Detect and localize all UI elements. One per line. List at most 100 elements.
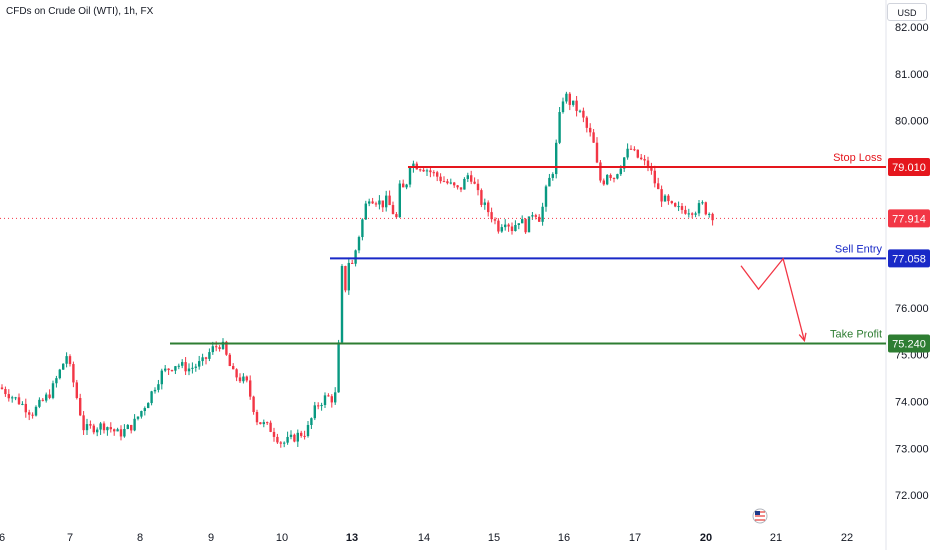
- candle-body: [500, 227, 503, 232]
- candle-body: [589, 127, 592, 133]
- candle-body: [252, 396, 255, 413]
- candle-body: [177, 365, 180, 367]
- candle-body: [48, 394, 51, 398]
- candle-body: [7, 394, 10, 399]
- candle-body: [306, 424, 310, 437]
- candle-body: [432, 172, 435, 174]
- y-tick-label: 74.000: [895, 397, 929, 409]
- x-tick-label: 14: [418, 532, 430, 544]
- candle-body: [330, 396, 333, 403]
- candle-body: [126, 424, 129, 429]
- candle-body: [347, 262, 350, 291]
- candle-body: [283, 442, 286, 444]
- candle-body: [374, 203, 378, 205]
- candle-body: [147, 403, 150, 409]
- candle-body: [670, 201, 673, 204]
- candle-body: [221, 341, 225, 349]
- candle-body: [116, 429, 119, 432]
- candle-body: [456, 185, 459, 188]
- level-price-tag-text: 75.240: [892, 338, 926, 350]
- candle-body: [473, 181, 476, 184]
- candle-body: [34, 406, 38, 416]
- candle-body: [544, 186, 548, 207]
- candle-body: [476, 183, 480, 191]
- candle-body: [11, 397, 14, 399]
- candle-body: [38, 399, 41, 407]
- candle-body: [79, 397, 82, 416]
- candle-body: [289, 434, 293, 437]
- candle-body: [150, 391, 153, 404]
- candle-body: [402, 183, 405, 188]
- candle-body: [708, 213, 711, 215]
- candle-body: [599, 162, 602, 181]
- candle-body: [419, 169, 422, 171]
- candle-body: [208, 352, 211, 359]
- level-label: Take Profit: [830, 328, 882, 340]
- x-tick-label: 21: [770, 532, 782, 544]
- candle-body: [510, 226, 514, 232]
- candle-body: [606, 174, 609, 185]
- candle-body: [619, 168, 622, 175]
- candle-body: [551, 174, 554, 178]
- candle-body: [558, 112, 561, 143]
- level-price-tag: [888, 334, 930, 353]
- candle-body: [323, 395, 327, 405]
- candle-body: [96, 429, 99, 433]
- candle-body: [72, 364, 75, 383]
- candle-body: [493, 219, 497, 221]
- candle-body: [368, 201, 371, 204]
- y-tick-label: 72.000: [895, 490, 929, 502]
- candle-body: [313, 405, 316, 419]
- candle-body: [592, 132, 595, 143]
- candle-body: [453, 182, 456, 186]
- candle-body: [629, 148, 633, 150]
- candle-body: [320, 404, 323, 407]
- candle-body: [113, 429, 116, 432]
- candle-body: [201, 357, 204, 362]
- candle-body: [425, 170, 429, 172]
- candle-body: [354, 250, 357, 264]
- candle-body: [643, 159, 646, 161]
- candle-body: [14, 397, 17, 399]
- candle-body: [490, 212, 493, 220]
- level-price-tag-text: 79.010: [892, 162, 926, 174]
- candle-body: [459, 187, 463, 190]
- x-tick-label: 10: [276, 532, 288, 544]
- candle-body: [378, 200, 381, 205]
- candle-body: [228, 354, 231, 366]
- candle-body: [578, 110, 582, 112]
- candle-body: [198, 361, 201, 367]
- candle-body: [136, 416, 140, 419]
- candle-body: [507, 224, 510, 227]
- candle-body: [337, 342, 340, 393]
- candle-body: [555, 142, 558, 175]
- candle-body: [568, 93, 571, 105]
- candle-body: [58, 369, 61, 379]
- candle-body: [680, 206, 684, 210]
- candle-body: [181, 362, 184, 366]
- candle-body: [286, 436, 289, 443]
- candle-body: [412, 163, 415, 168]
- candle-body: [381, 200, 384, 208]
- candle-body: [21, 403, 24, 405]
- candle-body: [561, 101, 565, 113]
- candle-body: [344, 266, 347, 291]
- candle-body: [541, 206, 544, 222]
- candle-body: [538, 216, 541, 222]
- level-price-tag-text: 77.058: [892, 253, 926, 265]
- last-price-tag: [888, 209, 930, 228]
- candle-body: [75, 382, 78, 398]
- currency-button[interactable]: USD: [887, 3, 927, 21]
- candle-body: [524, 219, 527, 233]
- candle-body: [582, 110, 585, 118]
- candle-body: [612, 178, 616, 180]
- x-tick-label: 16: [558, 532, 570, 544]
- last-price-tag-text: 77.914: [892, 213, 926, 225]
- candle-body: [249, 380, 252, 397]
- candle-body: [463, 178, 466, 190]
- candle-body: [85, 424, 89, 431]
- candle-body: [55, 378, 58, 384]
- candle-body: [429, 170, 432, 173]
- candle-body: [51, 383, 55, 398]
